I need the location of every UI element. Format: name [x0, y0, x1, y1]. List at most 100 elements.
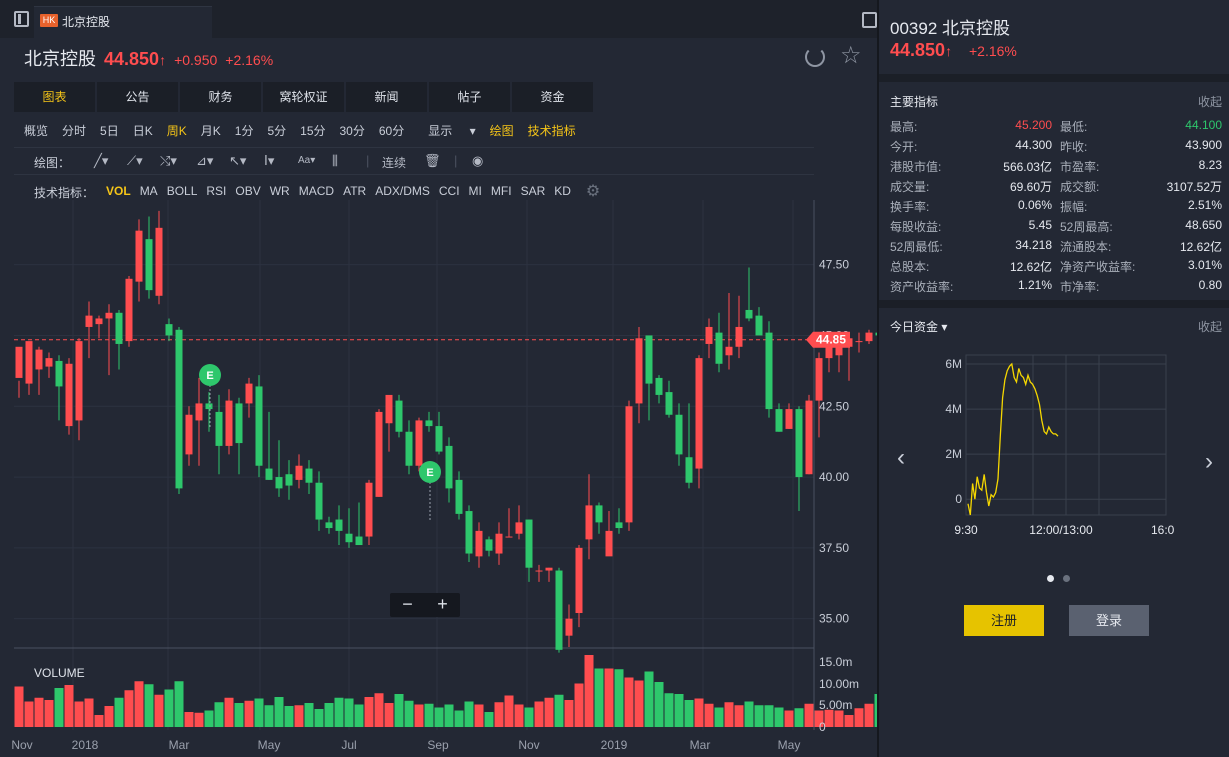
metric-row: 52周最低: 34.218 流通股本: 12.62亿 — [890, 238, 1222, 258]
period-5day[interactable]: 5日 — [100, 124, 119, 138]
right-panel-toggle-icon[interactable] — [862, 12, 877, 28]
period-daily[interactable]: 日K — [132, 124, 153, 138]
event-marker-label: E — [426, 467, 433, 479]
volume-bar — [364, 697, 374, 727]
candlestick-chart[interactable]: 47.5045.0042.5040.0037.5035.0044.8515.0m… — [0, 200, 877, 757]
polyline-tool-icon[interactable]: ⟋▾ — [127, 153, 143, 168]
metric-label: 52周最高: — [1060, 220, 1113, 234]
indicator-rsi[interactable]: RSI — [206, 184, 227, 198]
period-weekly[interactable]: 周K — [166, 124, 187, 138]
key-metrics-collapse[interactable]: 收起 — [1197, 95, 1222, 109]
x-tick-label: Jul — [341, 738, 356, 752]
volume-bar — [614, 669, 624, 727]
volume-bar — [314, 709, 324, 727]
tab-posts[interactable]: 帖子 — [429, 82, 510, 112]
refresh-icon[interactable] — [805, 47, 825, 67]
tab-financials[interactable]: 财务 — [180, 82, 261, 112]
candle-body — [65, 363, 73, 427]
prev-arrow-icon[interactable]: ‹ — [897, 444, 905, 471]
quote-panel: 00392 北京控股 44.850↑ +2.16% 主要指标 收起 最高: 45.… — [862, 0, 1229, 757]
indicator-adx[interactable]: ADX/DMS — [375, 184, 430, 198]
tab-warrants[interactable]: 窝轮权证 — [263, 82, 344, 112]
settings-gear-icon[interactable]: ⚙ — [585, 183, 601, 200]
indicator-obv[interactable]: OBV — [235, 184, 261, 198]
candle-body — [125, 278, 133, 342]
metric-label: 昨收: — [1060, 140, 1088, 154]
continuous-toggle[interactable]: 连续 — [382, 156, 407, 170]
metric-value: 43.900 — [1185, 138, 1222, 152]
indicator-sar[interactable]: SAR — [520, 184, 546, 198]
bars-tool-icon[interactable]: ⫼ — [332, 153, 338, 168]
indicator-mi[interactable]: MI — [468, 184, 482, 198]
tab-stock[interactable]: HK 北京控股 — [34, 6, 212, 38]
login-button[interactable]: 登录 — [1069, 605, 1149, 636]
fund-collapse[interactable]: 收起 — [1197, 320, 1222, 334]
candle-body — [555, 570, 563, 650]
draw-toggle[interactable]: 绘图 — [489, 124, 514, 138]
period-30min[interactable]: 30分 — [339, 124, 365, 138]
indicator-ma[interactable]: MA — [139, 184, 158, 198]
tab-announcements[interactable]: 公告 — [97, 82, 178, 112]
trash-icon[interactable]: 🗑 — [424, 153, 441, 168]
right-price: 44.850↑ — [890, 40, 953, 60]
tab-news[interactable]: 新闻 — [346, 82, 427, 112]
zoom-in-button[interactable]: + — [437, 594, 448, 614]
indicator-boll[interactable]: BOLL — [166, 184, 198, 198]
fund-title[interactable]: 今日资金 ▾ — [890, 320, 948, 334]
period-overview[interactable]: 概览 — [24, 124, 49, 138]
period-15min[interactable]: 15分 — [300, 124, 326, 138]
period-monthly[interactable]: 月K — [200, 124, 221, 138]
candle-body — [295, 465, 303, 480]
carousel-dot-1[interactable] — [1047, 575, 1054, 582]
indicators-toggle[interactable]: 技术指标 — [527, 124, 576, 138]
line-tool-icon[interactable]: ╱▾ — [94, 153, 109, 168]
metric-value: 44.100 — [1185, 118, 1222, 132]
candle-body — [145, 239, 153, 291]
indicator-mfi[interactable]: MFI — [490, 184, 512, 198]
price-tick-label: 42.50 — [819, 399, 849, 413]
candle-body — [645, 335, 653, 384]
show-dropdown[interactable]: 显示 ▾ — [428, 124, 476, 138]
period-60min[interactable]: 60分 — [378, 124, 405, 138]
indicator-macd[interactable]: MACD — [298, 184, 335, 198]
volume-bar — [564, 700, 574, 727]
text-tool-icon[interactable]: Ⅰ▾ — [264, 153, 275, 168]
tab-capital[interactable]: 资金 — [512, 82, 593, 112]
fib-tool-icon[interactable]: ⊿▾ — [196, 153, 214, 168]
tab-chart[interactable]: 图表 — [14, 82, 95, 112]
panel-divider[interactable] — [877, 0, 879, 757]
period-1min[interactable]: 1分 — [234, 124, 254, 138]
metric-row: 总股本: 12.62亿 净资产收益率: 3.01% — [890, 258, 1222, 278]
metric-row: 最高: 45.200 最低: 44.100 — [890, 118, 1222, 138]
carousel-dot-2[interactable] — [1063, 575, 1070, 582]
candle-body — [875, 332, 877, 336]
sidebar-toggle-icon[interactable] — [14, 11, 29, 27]
volume-bar — [54, 688, 64, 727]
next-arrow-icon[interactable]: › — [1205, 448, 1213, 475]
metric-value: 8.23 — [1198, 158, 1222, 172]
indicator-kd[interactable]: KD — [554, 184, 571, 198]
period-intraday[interactable]: 分时 — [62, 124, 87, 138]
font-tool-icon[interactable]: Aa▾ — [298, 155, 316, 166]
indicator-cci[interactable]: CCI — [438, 184, 460, 198]
mini-y-tick: 2M — [945, 447, 962, 461]
register-button[interactable]: 注册 — [964, 605, 1044, 636]
candle-body — [445, 445, 453, 489]
event-marker — [199, 364, 221, 386]
eye-icon[interactable]: ◉ — [472, 153, 484, 168]
candle-body — [305, 468, 313, 483]
star-icon[interactable]: ☆ — [840, 42, 862, 69]
volume-bar — [174, 681, 184, 727]
ray-tool-icon[interactable]: ⤭▾ — [160, 153, 177, 168]
indicator-wr[interactable]: WR — [269, 184, 290, 198]
x-tick-label: Nov — [518, 738, 539, 752]
indicator-vol[interactable]: VOL — [106, 184, 131, 198]
right-change-pct: +2.16% — [969, 43, 1017, 59]
volume-bar — [264, 705, 274, 727]
zoom-out-button[interactable]: − — [402, 594, 413, 614]
candle-body — [325, 522, 333, 529]
volume-bar — [494, 702, 504, 727]
arrow-tool-icon[interactable]: ↖▾ — [229, 153, 247, 168]
period-5min[interactable]: 5分 — [267, 124, 287, 138]
indicator-atr[interactable]: ATR — [343, 184, 367, 198]
